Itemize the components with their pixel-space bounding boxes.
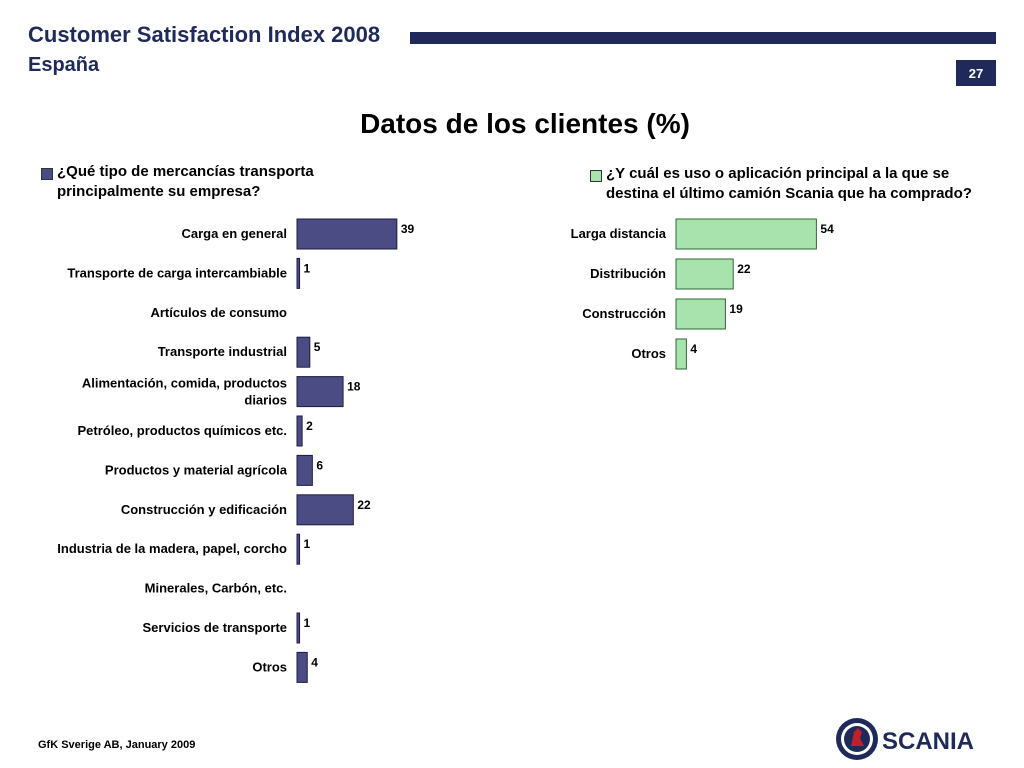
data-label: 6 [316, 458, 323, 472]
category-label: Construcción y edificación [121, 502, 287, 517]
data-label: 54 [820, 222, 834, 236]
category-label: Minerales, Carbón, etc. [145, 581, 287, 596]
category-label: Transporte industrial [158, 344, 287, 359]
bar [296, 218, 398, 250]
data-label: 2 [306, 419, 313, 433]
bar [296, 494, 354, 526]
bar [296, 376, 344, 408]
data-label: 1 [304, 616, 311, 630]
bar [296, 454, 313, 486]
category-label: Petróleo, productos químicos etc. [78, 423, 287, 438]
category-label: Servicios de transporte [143, 620, 288, 635]
header-title: Customer Satisfaction Index 2008 [28, 22, 381, 47]
data-label: 39 [401, 222, 415, 236]
category-label: Carga en general [182, 226, 288, 241]
bar [675, 338, 687, 370]
legend-left: ¿Qué tipo de mercancías transporta princ… [41, 162, 341, 204]
scania-logo: SCANIA [836, 718, 974, 760]
data-label: 4 [690, 342, 697, 356]
category-label: Otros [631, 346, 666, 361]
legend-left-swatch [41, 168, 53, 180]
category-label: Distribución [590, 266, 666, 281]
bar [296, 257, 301, 289]
bar [675, 218, 817, 250]
bar [296, 336, 311, 368]
bar [296, 651, 308, 683]
header-rule [410, 32, 996, 44]
bar [675, 258, 734, 290]
logo-wordmark: SCANIA [882, 728, 974, 755]
data-label: 22 [357, 498, 371, 512]
legend-right-swatch [590, 170, 602, 182]
bar [675, 298, 726, 330]
category-label: Productos y material agrícola [105, 462, 288, 477]
data-label: 19 [729, 302, 743, 316]
category-label: Transporte de carga intercambiable [67, 265, 287, 280]
bar [296, 533, 301, 565]
page-number-badge: 27 [956, 60, 996, 86]
legend-left-label: ¿Qué tipo de mercancías transporta princ… [57, 163, 314, 200]
data-label: 4 [311, 655, 318, 669]
category-label: Industria de la madera, papel, corcho [57, 541, 287, 556]
bar [296, 415, 303, 447]
legend-right: ¿Y cuál es uso o aplicación principal a … [590, 164, 990, 206]
slide-title: Datos de los clientes (%) [360, 108, 690, 139]
category-label: Alimentación, comida, productos diarios [82, 376, 287, 408]
category-label: Otros [252, 659, 287, 674]
data-label: 1 [304, 537, 311, 551]
header-subtitle: España [28, 54, 100, 76]
category-label: Artículos de consumo [150, 305, 287, 320]
data-label: 18 [347, 380, 361, 394]
data-label: 5 [314, 340, 321, 354]
category-label: Larga distancia [571, 226, 667, 241]
category-label: Construcción [582, 306, 666, 321]
data-label: 1 [304, 261, 311, 275]
scania-griffin-icon [836, 718, 878, 760]
footer-source: GfK Sverige AB, January 2009 [38, 739, 196, 751]
bar [296, 612, 301, 644]
legend-right-label: ¿Y cuál es uso o aplicación principal a … [606, 165, 972, 202]
data-label: 22 [737, 262, 751, 276]
